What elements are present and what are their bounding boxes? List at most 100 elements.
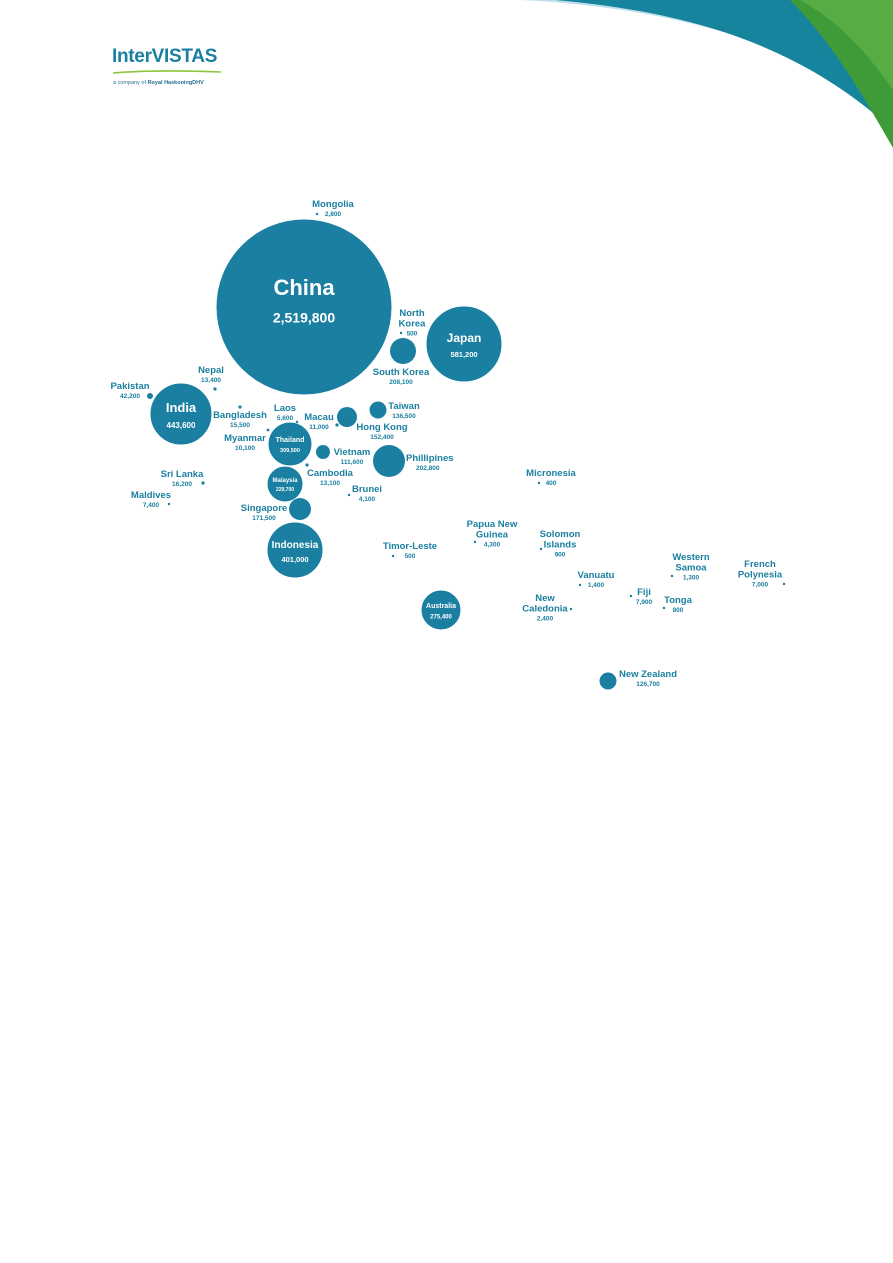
header-swoosh [520,0,893,148]
bubble-label-french-polynesia-line-1: French [744,559,776,570]
bubble-label-new-zealand: New Zealand [619,669,677,680]
bubble-value-tonga: 800 [673,607,684,614]
bubble-label-fiji: Fiji [637,587,651,598]
bubble-label-thailand: Thailand [276,437,305,444]
bubble-malaysia [266,465,304,503]
logo-brand-text: InterVISTAS [112,46,218,67]
bubble-value-pakistan: 42,200 [120,393,140,400]
bubble-label-macau: Macau [304,412,334,423]
bubble-label-timor-leste: Timor-Leste [383,541,437,552]
bubble-group-thailand: Thailand 309,500 [267,421,313,467]
intervistas-logo: InterVISTAS a company of Royal Haskoning… [112,46,232,90]
bubble-china [215,218,393,396]
bubble-brunei [347,493,351,497]
bubble-label-malaysia: Malaysia [272,478,298,484]
bubble-label-indonesia: Indonesia [272,540,319,551]
bubble-label-hong-kong: Hong Kong [356,422,407,433]
bubble-label-micronesia: Micronesia [526,468,576,479]
bubble-new-caledonia [569,607,573,611]
bubble-solomon-islands [539,547,543,551]
bubble-value-singapore: 171,500 [252,515,276,522]
bubble-value-sri-lanka: 16,200 [172,481,192,488]
bubble-taiwan [369,401,387,419]
bubble-label-western-samoa-line-2: Samoa [675,563,707,574]
bubble-label-china: China [273,275,335,300]
bubble-value-japan: 581,200 [450,350,477,359]
bubble-label-brunei: Brunei [352,484,382,495]
bubble-cambodia [305,463,309,467]
bubble-group-china: China 2,519,800 [215,218,393,396]
bubble-label-bangladesh: Bangladesh [213,410,267,421]
bubble-value-vietnam: 111,600 [341,459,364,466]
bubble-hong-kong [337,407,357,427]
bubble-value-bangladesh: 15,500 [230,422,250,429]
bubble-label-maldives: Maldives [131,490,171,501]
bubble-bangladesh [238,405,242,409]
bubble-australia [420,589,462,631]
bubble-timor-leste [391,554,395,558]
bubble-value-maldives: 7,400 [143,502,160,509]
bubble-value-solomon-islands: 900 [555,552,566,559]
bubble-label-taiwan: Taiwan [388,401,420,412]
bubble-value-india: 443,600 [167,421,196,430]
bubble-value-mongolia: 2,800 [325,211,342,218]
bubble-label-singapore: Singapore [241,503,287,514]
bubble-value-south-korea: 208,100 [389,379,413,386]
bubble-new-zealand [599,672,617,690]
bubble-nepal [213,387,217,391]
bubble-label-vanuatu: Vanuatu [578,570,615,581]
bubble-value-australia: 275,400 [430,614,452,620]
bubble-label-south-korea: South Korea [373,367,430,378]
bubble-value-myanmar: 10,100 [235,445,255,452]
logo-swoosh-line [113,70,221,74]
bubble-label-pakistan: Pakistan [110,381,149,392]
bubble-label-myanmar: Myanmar [224,433,266,444]
bubble-tonga [662,606,666,610]
bubble-japan [425,305,503,383]
bubble-label-laos: Laos [274,403,296,414]
bubble-indonesia [266,521,324,579]
bubble-vietnam [316,445,330,459]
swoosh-green-highlight [800,0,893,90]
bubble-value-laos: 5,600 [277,415,294,422]
bubble-label-australia: Australia [426,603,456,610]
bubble-value-phillipines: 202,800 [416,465,440,472]
swoosh-teal-band [555,0,893,130]
bubble-value-french-polynesia: 7,000 [752,582,769,589]
bubble-value-western-samoa: 1,300 [683,575,700,582]
bubble-group-malaysia: Malaysia 229,700 [266,465,304,503]
bubble-label-mongolia: Mongolia [312,199,354,210]
bubble-south-korea [390,338,416,364]
bubble-label-nepal: Nepal [198,365,224,376]
bubble-thailand [267,421,313,467]
bubble-group-india: India 443,600 [149,382,213,446]
bubble-label-french-polynesia-line-2: Polynesia [738,570,783,581]
bubble-north-korea [399,331,403,335]
bubble-value-micronesia: 400 [546,480,557,487]
bubble-label-western-samoa-line-1: Western [672,552,710,563]
bubble-mongolia [315,212,319,216]
bubble-value-thailand: 309,500 [280,448,300,454]
bubble-label-cambodia: Cambodia [307,468,354,479]
